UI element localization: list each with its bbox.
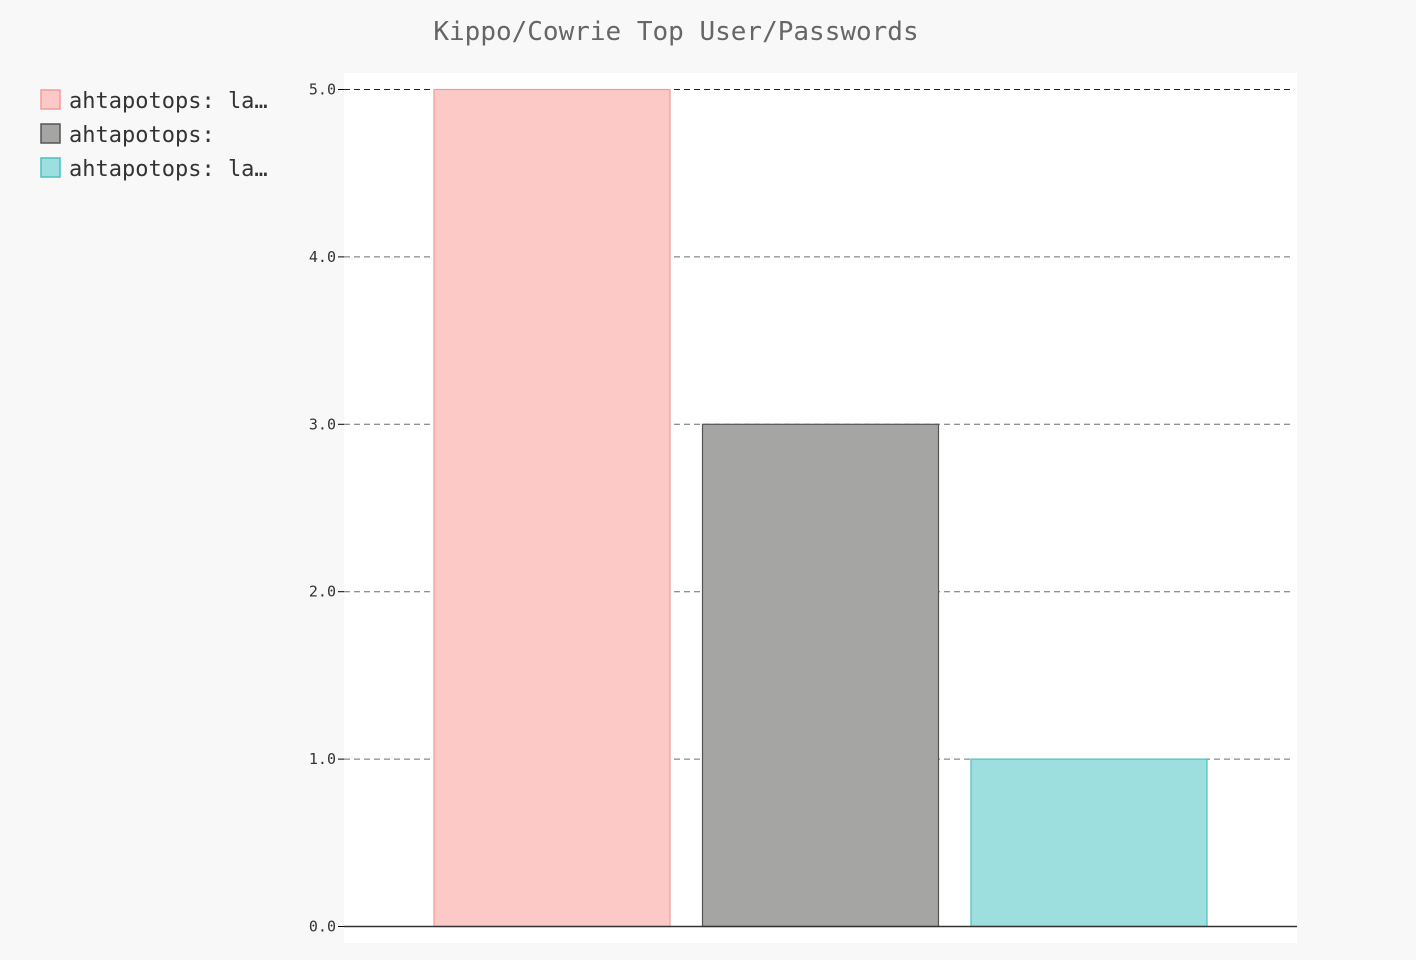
legend-label: ahtapotops: la… (69, 89, 268, 114)
y-tick-label: 2.0 (309, 583, 336, 601)
bars (433, 88, 1208, 928)
bar (970, 758, 1208, 928)
y-tick-label: 3.0 (309, 415, 336, 433)
legend-swatch (40, 123, 61, 144)
legend: ahtapotops: la… ahtapotops: ahtapotops: la… (40, 89, 268, 182)
y-tick-label: 4.0 (309, 248, 336, 266)
bar (701, 423, 940, 928)
chart-title: Kippo/Cowrie Top User/Passwords (433, 17, 918, 47)
legend-label: ahtapotops: (69, 123, 215, 148)
bar (433, 88, 671, 928)
legend-swatch (40, 89, 61, 110)
y-axis: 0.0 1.0 2.0 3.0 4.0 5.0 (309, 81, 1297, 936)
y-tick-label: 0.0 (309, 918, 336, 936)
legend-label: ahtapotops: la… (69, 157, 268, 182)
y-tick-label: 5.0 (309, 81, 336, 99)
y-tick-label: 1.0 (309, 750, 336, 768)
legend-swatch (40, 157, 61, 178)
